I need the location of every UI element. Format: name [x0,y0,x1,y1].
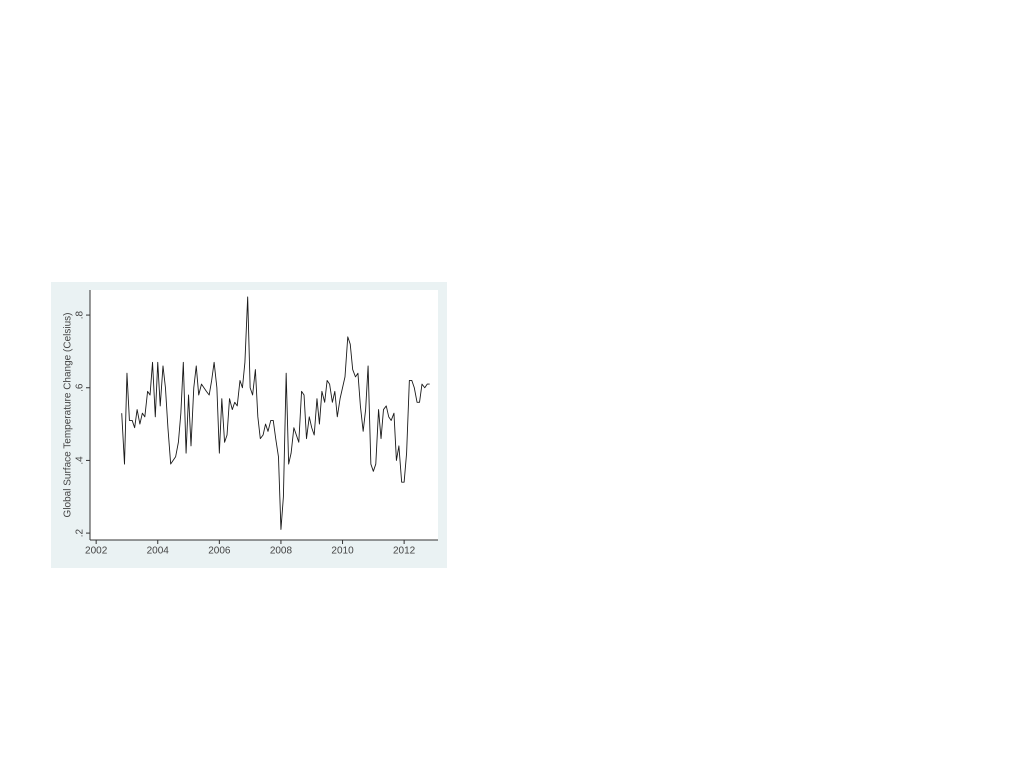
y-tick-label: .8 [75,310,86,319]
y-tick-label: .6 [75,383,86,392]
x-tick-label: 2006 [208,546,231,557]
x-tick-label: 2010 [331,546,354,557]
x-tick-label: 2008 [270,546,293,557]
x-tick-label: 2004 [147,546,170,557]
x-tick-label: 2002 [85,546,108,557]
y-tick-label: .4 [75,456,86,465]
y-axis-title: Global Surface Temperature Change (Celsi… [63,313,74,518]
x-tick-label: 2012 [393,546,416,557]
y-tick-label: .2 [75,528,86,537]
plot-region [90,290,438,540]
data-line [121,296,430,530]
